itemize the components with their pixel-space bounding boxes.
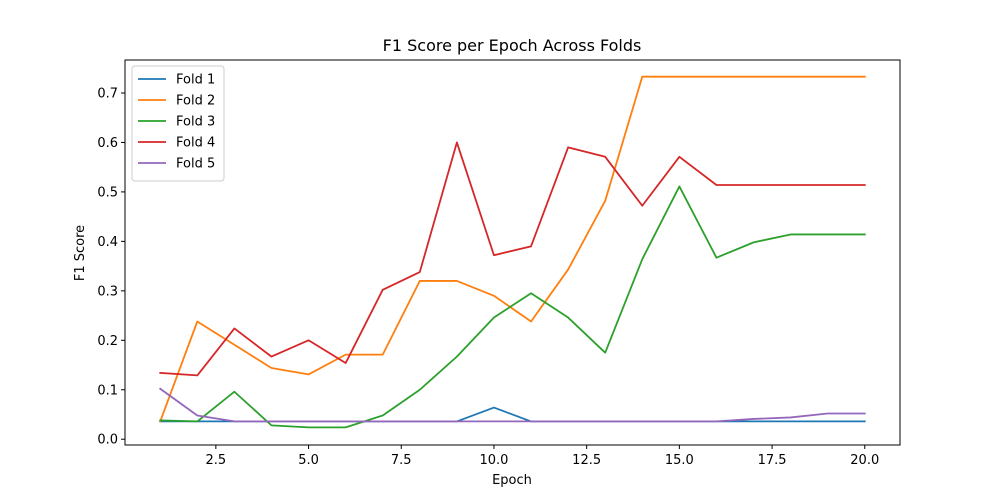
y-tick-label: 0.5 <box>97 185 118 200</box>
x-tick-label: 5.0 <box>298 453 319 468</box>
series-line-fold-3 <box>159 185 866 429</box>
series-line-fold-4 <box>159 141 866 377</box>
legend: Fold 1 Fold 2 Fold 3 Fold 4 Fold 5 <box>131 65 225 182</box>
legend-label-fold-4: Fold 4 <box>176 136 215 151</box>
y-tick-label: 0.0 <box>97 433 118 448</box>
axes-layer: 2.5 5.0 7.5 10.0 12.5 15.0 17.5 20.0 0.0 0.1 0.2 0.… <box>97 59 901 468</box>
y-tick-label: 0.2 <box>97 334 118 349</box>
x-tick-label: 2.5 <box>206 453 227 468</box>
x-tick-label: 17.5 <box>758 453 787 468</box>
legend-label-fold-3: Fold 3 <box>176 115 215 130</box>
y-tick-label: 0.1 <box>97 383 118 398</box>
y-tick-label: 0.7 <box>97 86 118 101</box>
x-tick-label: 10.0 <box>479 453 508 468</box>
series-line-fold-5 <box>158 387 866 423</box>
legend-frame <box>131 65 225 182</box>
plot-frame <box>124 59 901 446</box>
x-tick-label: 12.5 <box>572 453 601 468</box>
x-tick-label: 20.0 <box>850 453 879 468</box>
chart-title: F1 Score per Epoch Across Folds <box>383 36 642 55</box>
x-tick-label: 15.0 <box>665 453 694 468</box>
legend-label-fold-2: Fold 2 <box>176 94 215 109</box>
y-axis-label: F1 Score <box>73 225 88 281</box>
x-tick-label: 7.5 <box>391 453 412 468</box>
series-layer <box>158 75 866 429</box>
legend-label-fold-5: Fold 5 <box>176 157 215 172</box>
y-tick-label: 0.3 <box>97 284 118 299</box>
series-line-fold-2 <box>159 75 866 423</box>
x-axis-label: Epoch <box>492 473 532 488</box>
y-tick-label: 0.6 <box>97 136 118 151</box>
y-tick-label: 0.4 <box>97 235 118 250</box>
legend-label-fold-1: Fold 1 <box>176 73 215 88</box>
